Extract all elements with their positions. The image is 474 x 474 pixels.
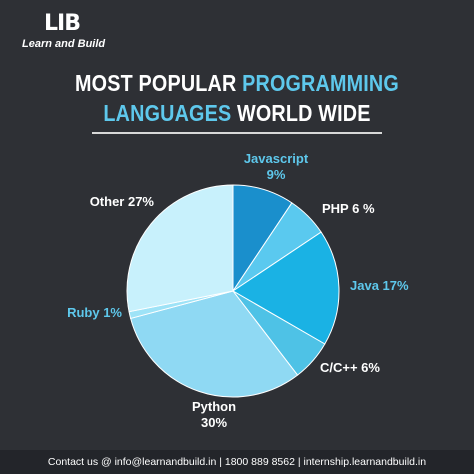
slice-label-php: PHP 6 %	[322, 201, 375, 216]
pie-slice-other	[126, 184, 234, 313]
title-part-world-wide: WORLD WIDE	[231, 100, 371, 126]
slice-label-java: Java 17%	[350, 278, 409, 293]
logo-mark: LIB	[44, 11, 81, 36]
pie-slice-python	[129, 290, 299, 398]
brand-logo: LIB Learn and Build	[22, 11, 106, 51]
slice-label-python: Python 30%	[192, 399, 236, 430]
chart-title-line1: MOST POPULAR PROGRAMMING	[33, 70, 441, 97]
title-underline	[92, 132, 382, 134]
pie-slice-java	[232, 231, 340, 345]
slice-label-other: Other 27%	[90, 194, 155, 209]
title-part-languages: LANGUAGES	[103, 100, 232, 126]
title-part-programming: PROGRAMMING	[242, 70, 399, 96]
title-part-most-popular: MOST POPULAR	[75, 70, 243, 96]
slice-label-c-c-: C/C++ 6%	[320, 360, 380, 375]
brand-name: Learn and Build	[22, 38, 106, 50]
chart-title-line2: LANGUAGES WORLD WIDE	[33, 100, 441, 127]
footer-contact: Contact us @ info@learnandbuild.in | 180…	[0, 450, 474, 474]
slice-label-ruby: Ruby 1%	[67, 305, 122, 320]
slice-label-javascript: Javascript 9%	[244, 151, 309, 182]
